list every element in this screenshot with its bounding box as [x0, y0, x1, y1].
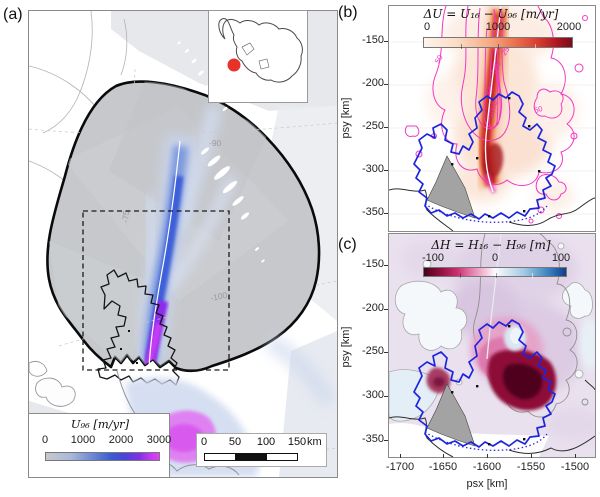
- grounding-line: [413, 91, 556, 220]
- colorbar-a-tick: 3000: [146, 434, 172, 446]
- velocity-tributary: [173, 104, 222, 229]
- location-marker-dot: [227, 58, 241, 72]
- grounding-zone-outline: [97, 269, 180, 386]
- island-outline: [35, 377, 76, 407]
- marker-dots: [120, 330, 138, 364]
- speedup-mouth-magenta: [484, 173, 497, 194]
- b-ylabel: psy [km]: [340, 97, 352, 139]
- colorbar-b-title: ΔU = U₁₆ − U₉₆ [m/yr]: [423, 7, 559, 21]
- colorbar-c-tick: -100: [421, 252, 445, 264]
- panel-a-map: -90 -75 -100 -110: [28, 10, 338, 478]
- c-ylabel: psy [km]: [340, 326, 352, 368]
- colorbar-a-title: U₉₆ [m/yr]: [70, 417, 130, 431]
- c-ytick: -250: [361, 345, 384, 357]
- antarctica-outline: [218, 18, 303, 83]
- panel-c-label: (c): [338, 236, 357, 253]
- shaded-zone: [426, 155, 476, 219]
- panel-a-label: (a): [3, 6, 23, 23]
- colorbar-a-gradient: [45, 452, 160, 461]
- shaded-zone: [426, 383, 476, 447]
- colorbar-a-box: U₉₆ [m/yr] 0 1000 2000 3000: [28, 413, 172, 478]
- shelf-fast-flow-core: [164, 424, 204, 452]
- c-ytick: -200: [361, 302, 384, 314]
- antarctica-inset-svg: [209, 11, 307, 102]
- scalebar-unit: km: [307, 436, 322, 448]
- ice-shelf-outlines: [241, 42, 270, 70]
- scalebar-segment: [204, 453, 236, 461]
- flowline: [148, 140, 181, 368]
- colorbar-c-gradient: [423, 267, 567, 278]
- slight-thickening-patch: [579, 319, 595, 369]
- contour-label: 50: [433, 53, 445, 65]
- scalebar-box: 0 50 100 150 km: [196, 433, 327, 467]
- marker-dots: [451, 97, 541, 218]
- flowline: [486, 234, 502, 360]
- colorbar-c-tick: 100: [551, 252, 571, 264]
- b-ytick: -200: [361, 77, 384, 89]
- scalebar-segment: [235, 453, 267, 461]
- b-ytick: -350: [361, 206, 384, 218]
- colorbar-a-tick: 0: [41, 434, 49, 446]
- strong-thinning-core: [502, 363, 543, 400]
- c-xtick: -1600: [472, 461, 502, 473]
- colorbar-b-tick: 1000: [485, 21, 511, 33]
- scalebar-label: 100: [256, 436, 276, 448]
- colorbar-c-tick: 0: [491, 252, 499, 264]
- ice-shelf-speed: [264, 333, 337, 408]
- b-ytick: -250: [361, 120, 384, 132]
- graticule-label: -90: [209, 138, 222, 148]
- graticule-label: -75: [120, 210, 131, 224]
- scalebar-segment: [266, 453, 298, 461]
- colorbar-a-tick: 2000: [108, 434, 134, 446]
- colorbar-b-tick: 0: [423, 21, 431, 33]
- c-xlabel: psx [km]: [466, 478, 508, 490]
- c-xtick: -1550: [516, 461, 546, 473]
- scalebar-label: 50: [228, 436, 242, 448]
- b-ytick: -150: [361, 34, 384, 46]
- thinning-west-core: [433, 377, 445, 387]
- colorbar-b-tick: 2000: [556, 21, 582, 33]
- basin-interior: [49, 81, 289, 371]
- colorbar-a-tick: 1000: [70, 434, 96, 446]
- antarctica-inset: [208, 10, 308, 103]
- c-xtick: -1500: [560, 461, 590, 473]
- grounding-line: [413, 319, 556, 448]
- c-xtick: -1650: [428, 461, 458, 473]
- c-xtick: -1700: [385, 461, 415, 473]
- scalebar-label: 0: [200, 436, 208, 448]
- c-ytick: -150: [361, 258, 384, 270]
- c-ytick: -350: [361, 433, 384, 445]
- panel-b-label: (b): [338, 4, 358, 21]
- island-outline: [29, 360, 48, 377]
- c-ytick: -300: [361, 389, 384, 401]
- extent-box-dashed: [82, 210, 230, 371]
- colorbar-c-title: ΔH = H₁₆ − H₉₆ [m]: [431, 238, 551, 252]
- colorbar-b-gradient: [423, 37, 573, 49]
- contour-label: 50: [533, 104, 543, 115]
- graticule-label: -100: [209, 290, 228, 303]
- marker-dots: [451, 325, 526, 446]
- b-ytick: -300: [361, 163, 384, 175]
- scalebar-label: 150: [287, 436, 307, 448]
